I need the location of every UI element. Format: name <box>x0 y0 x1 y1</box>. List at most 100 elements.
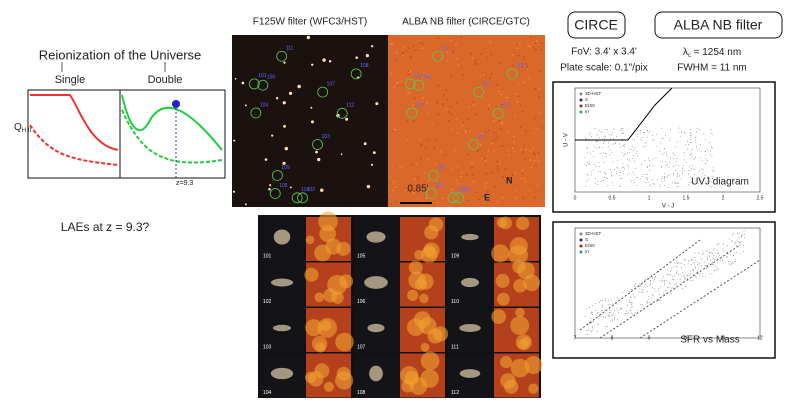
point <box>595 303 597 304</box>
point <box>673 279 675 280</box>
point <box>626 313 628 315</box>
source-ring <box>291 192 303 204</box>
noise <box>523 144 525 147</box>
point <box>700 157 702 159</box>
point <box>713 178 714 180</box>
point <box>672 182 673 184</box>
point <box>650 283 652 285</box>
point <box>664 284 666 286</box>
point <box>645 279 646 280</box>
star <box>365 54 370 58</box>
noise <box>486 155 488 158</box>
legend-dot <box>579 98 583 102</box>
point <box>685 285 686 287</box>
blob <box>496 292 510 306</box>
point <box>676 174 678 176</box>
point <box>689 132 691 133</box>
noise <box>451 169 454 171</box>
noise <box>459 176 462 178</box>
noise <box>445 89 448 91</box>
point <box>633 174 635 175</box>
instrument: CIRCE <box>574 17 618 33</box>
point <box>589 161 590 163</box>
point <box>663 178 665 179</box>
point <box>642 292 644 293</box>
point <box>698 267 700 269</box>
point <box>688 275 690 277</box>
noise <box>427 180 429 182</box>
star <box>340 153 343 156</box>
point <box>598 129 600 131</box>
noise <box>474 62 477 65</box>
noise <box>407 70 410 72</box>
noise <box>502 196 504 199</box>
point <box>713 248 715 250</box>
point <box>593 146 595 148</box>
noise <box>460 36 463 38</box>
point <box>627 140 628 141</box>
point <box>674 154 676 156</box>
point <box>599 302 601 304</box>
point <box>600 313 601 315</box>
point <box>607 146 609 148</box>
point <box>632 313 633 315</box>
point <box>643 132 644 133</box>
blob <box>318 211 338 232</box>
point <box>674 283 676 285</box>
point <box>611 181 613 183</box>
point <box>620 130 621 132</box>
point <box>695 183 696 185</box>
point <box>608 303 609 305</box>
noise <box>488 104 491 106</box>
noise <box>500 121 502 124</box>
source-label: 107 <box>327 81 336 87</box>
point <box>700 151 702 153</box>
noise <box>490 53 492 55</box>
point <box>647 301 648 302</box>
point <box>606 176 607 178</box>
noise <box>436 101 439 104</box>
point <box>696 127 698 129</box>
panel-title: UVJ diagram <box>691 177 749 188</box>
point <box>593 324 595 326</box>
point <box>687 170 689 171</box>
point <box>614 168 616 170</box>
noise <box>529 159 532 161</box>
point <box>656 272 658 274</box>
point <box>588 307 590 309</box>
point <box>690 128 691 130</box>
noise <box>413 192 415 195</box>
point <box>641 139 643 141</box>
source-ring <box>250 107 262 119</box>
point <box>608 309 610 311</box>
point <box>694 257 696 258</box>
point <box>600 180 602 182</box>
source-label: 108 <box>360 63 369 69</box>
point <box>740 234 742 236</box>
source-label: 110 <box>457 187 465 193</box>
blob <box>495 273 510 288</box>
point <box>716 269 718 271</box>
noise <box>533 117 536 119</box>
point <box>660 297 662 298</box>
point <box>645 142 647 144</box>
point <box>588 327 590 329</box>
point <box>675 160 677 162</box>
point <box>602 315 604 317</box>
point <box>716 256 717 258</box>
blob <box>407 289 419 301</box>
point <box>634 147 636 149</box>
point <box>597 184 598 185</box>
point <box>677 262 679 264</box>
point <box>619 186 621 187</box>
point <box>621 152 623 154</box>
point <box>635 177 637 179</box>
point <box>661 127 663 129</box>
point <box>601 307 603 308</box>
point <box>589 323 591 325</box>
point <box>607 326 608 327</box>
noise <box>423 71 425 73</box>
hst-image <box>232 35 388 207</box>
point <box>652 140 653 142</box>
point <box>690 154 692 156</box>
